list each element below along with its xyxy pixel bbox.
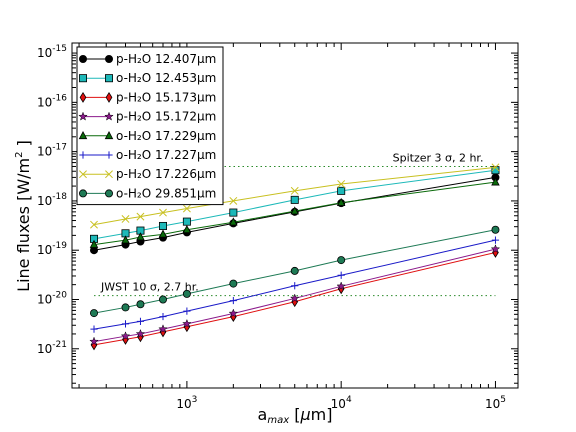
legend-label: o-H₂O 17.227μm — [116, 148, 216, 162]
data-point — [89, 239, 99, 248]
legend-marker — [105, 74, 114, 83]
legend-box — [76, 46, 224, 206]
legend-entry: p-H₂O 12.407μm — [79, 52, 216, 66]
data-point — [182, 217, 191, 226]
data-point — [229, 217, 238, 226]
data-point — [135, 328, 146, 339]
legend-marker — [78, 130, 88, 140]
data-point — [337, 186, 346, 195]
reference-line-label: JWST 10 σ, 2.7 hr. — [100, 281, 199, 294]
data-point — [136, 300, 145, 309]
reference-lines: Spitzer 3 σ, 2 hr. JWST 10 σ, 2.7 hr. — [94, 151, 496, 297]
data-point — [90, 309, 99, 318]
legend-entry: o-H₂O 17.229μm — [78, 129, 216, 143]
data-point — [158, 221, 167, 230]
data-point — [491, 225, 500, 234]
legend-marker — [79, 55, 88, 64]
legend-marker — [105, 170, 113, 179]
series-5 — [89, 177, 500, 248]
legend-entry: p-H₂O 17.226μm — [79, 167, 216, 181]
y-axis-label: Line fluxes [W/m2 ] — [14, 140, 33, 292]
legend-marker — [104, 111, 114, 121]
data-point — [182, 224, 192, 234]
axes-ticks: 103 104 10510-2110-2010-1910-1810-1710-161… — [37, 43, 518, 411]
legend-marker — [79, 189, 88, 198]
legend-marker — [78, 111, 88, 121]
data-point — [121, 303, 130, 312]
legend-label: o-H₂O 29.851μm — [116, 186, 216, 200]
data-point — [290, 266, 299, 275]
reference-line-label: Spitzer 3 σ, 2 hr. — [393, 151, 484, 164]
data-point — [291, 282, 299, 290]
data-point — [183, 307, 191, 315]
data-point — [158, 295, 167, 304]
data-point — [121, 320, 130, 328]
legend-entry: o-H₂O 29.851μm — [79, 186, 216, 200]
legend-label: p-H₂O 17.226μm — [116, 167, 216, 181]
data-point — [336, 281, 346, 291]
data-point — [290, 195, 299, 204]
legend-marker — [79, 151, 87, 159]
series-4 — [89, 244, 501, 346]
series-3 — [90, 247, 499, 351]
legend-marker — [105, 91, 113, 103]
series-7 — [90, 163, 500, 229]
data-point — [337, 180, 346, 188]
data-point — [121, 215, 130, 223]
data-point — [490, 244, 501, 254]
legend-label: p-H₂O 15.172μm — [116, 110, 216, 124]
series-6 — [90, 236, 500, 333]
data-point — [290, 186, 299, 195]
data-point — [90, 220, 98, 229]
legend-label: o-H₂O 12.453μm — [116, 71, 216, 85]
data-point — [337, 256, 346, 265]
legend-marker — [79, 170, 87, 179]
data-point — [136, 232, 145, 241]
legend-entry: p-H₂O 15.173μm — [79, 90, 216, 104]
data-point — [337, 271, 345, 279]
series-2 — [90, 166, 500, 243]
data-point — [229, 208, 238, 217]
series-8 — [90, 225, 500, 318]
legend-marker — [105, 151, 113, 159]
legend-entry: o-H₂O 12.453μm — [79, 71, 216, 85]
data-series — [89, 163, 501, 351]
legend-marker — [105, 55, 114, 64]
legend-marker — [79, 91, 87, 103]
data-point — [491, 163, 500, 172]
data-point — [229, 196, 238, 205]
legend-marker — [105, 189, 114, 198]
data-point — [229, 296, 237, 305]
data-point — [120, 331, 131, 341]
legend-entry: p-H₂O 15.172μm — [78, 110, 216, 124]
data-point — [289, 293, 300, 303]
legend-label: p-H₂O 12.407μm — [116, 52, 216, 66]
data-point — [158, 229, 168, 238]
legend: p-H₂O 12.407μm o-H₂O 12.453μm p-H₂O 15.173… — [76, 46, 224, 206]
data-point — [228, 308, 239, 318]
legend-marker — [79, 74, 88, 83]
data-point — [182, 318, 192, 328]
data-point — [158, 324, 168, 334]
data-point — [136, 317, 145, 325]
legend-label: p-H₂O 15.173μm — [116, 90, 216, 104]
data-point — [229, 279, 238, 288]
data-point — [491, 177, 500, 186]
data-point — [182, 289, 191, 298]
data-point — [491, 236, 500, 244]
data-point — [491, 166, 500, 175]
data-point — [136, 212, 145, 221]
data-point — [89, 336, 99, 346]
data-point — [159, 312, 167, 321]
legend-marker — [104, 130, 114, 140]
data-point — [159, 208, 167, 217]
legend-entry: o-H₂O 17.227μm — [79, 148, 216, 162]
legend-label: o-H₂O 17.229μm — [116, 129, 216, 143]
data-point — [121, 235, 130, 244]
data-point — [290, 206, 299, 215]
data-point — [182, 204, 191, 213]
data-point — [336, 197, 346, 206]
data-point — [90, 325, 98, 333]
